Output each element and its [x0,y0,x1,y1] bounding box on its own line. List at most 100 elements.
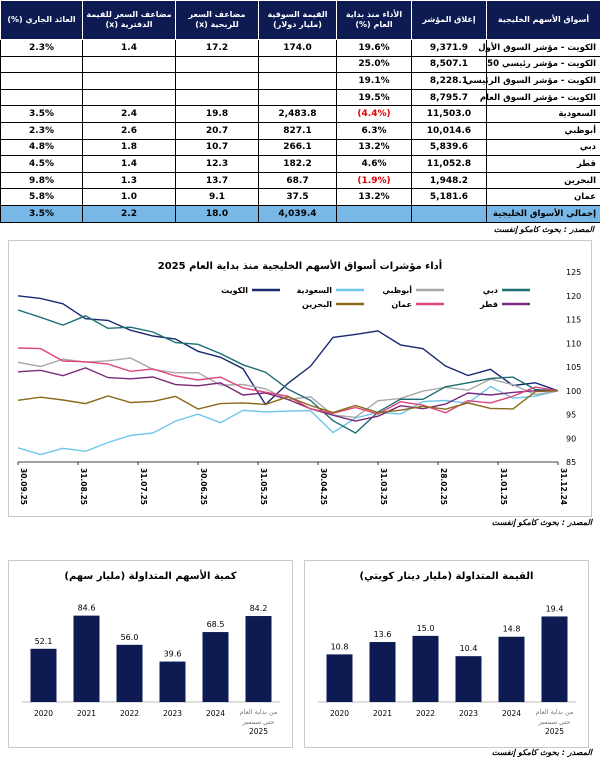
col-header-market: أسواق الأسهم الخليجية [486,0,600,40]
yield-cell [0,88,83,107]
total-close-cell [411,204,487,223]
mcap-cell: 174.0 [258,39,337,57]
pe-cell: 12.3 [175,155,259,173]
close-cell: 8,795.7 [411,88,487,107]
total-pb-cell: 2.2 [82,204,176,223]
close-cell: 8,507.1 [411,55,487,74]
total-pe-cell: 18.0 [175,204,259,223]
pb-cell [82,72,176,90]
close-cell: 5,181.6 [411,188,487,206]
yield-cell: 3.5% [0,105,83,123]
table-row: دبي 5,839.6 13.2% 266.1 10.7 1.8 4.8% [0,138,600,157]
mcap-cell: 2,483.8 [258,105,337,123]
yield-cell: 2.3% [0,121,83,140]
pe-cell: 13.7 [175,171,259,190]
close-cell: 1,948.2 [411,171,487,190]
line-chart-source-note: المصدر : بحوث كامكو إنفست [491,518,592,527]
gcc-markets-table: أسواق الأسهم الخليجية إغلاق المؤشر الأدا… [0,0,600,223]
pb-cell [82,55,176,74]
market-cell: الكويت - مؤشر رئيسي 50 [486,55,600,74]
ytd-cell: 13.2% [336,138,412,157]
yield-cell: 5.8% [0,188,83,206]
table-row: الكويت - مؤشر السوق العام 8,795.7 19.5% [0,88,600,107]
mcap-cell: 68.7 [258,171,337,190]
close-cell: 11,503.0 [411,105,487,123]
table-row: الكويت - مؤشر السوق الأول 9,371.9 19.6% 174… [0,39,600,57]
close-cell: 9,371.9 [411,39,487,57]
table-row: السعودية 11,503.0 (4.4%) 2,483.8 19.8 2.4 3.5% [0,105,600,123]
market-cell: الكويت - مؤشر السوق الأول [478,39,600,57]
pe-cell [175,72,259,90]
mcap-cell: 266.1 [258,138,337,157]
pb-cell: 1.4 [82,155,176,173]
volume-chart-title: كمية الأسهم المتداولة (مليار سهم) [64,571,237,582]
table-total-row: إجمالي الأسواق الخليجية 4,039.4 18.0 2.2 3.5… [0,204,600,223]
total-ytd-cell [336,204,412,223]
pb-cell [82,88,176,107]
value-chart-title: القيمة المتداولة (مليار دينار كويتي) [359,571,534,582]
pb-cell: 1.3 [82,171,176,190]
pe-cell [175,88,259,107]
market-cell: البحرين [486,171,600,190]
total-yield-cell: 3.5% [0,204,83,223]
market-cell: قطر [486,155,600,173]
yield-cell: 4.5% [0,155,83,173]
mcap-cell [258,72,337,90]
col-header-ytd: الأداء منذ بداية العام (%) [336,0,412,40]
line-chart-panel: أداء مؤشرات أسواق الأسهم الخليجية منذ بد… [8,240,592,517]
ytd-cell: 13.2% [336,188,412,206]
close-cell: 10,014.6 [411,121,487,140]
ytd-cell: (1.9%) [336,171,412,190]
ytd-cell: 6.3% [336,121,412,140]
pb-cell: 1.0 [82,188,176,206]
volume-chart-panel: كمية الأسهم المتداولة (مليار سهم) [8,560,293,748]
yield-cell [0,72,83,90]
pb-cell: 1.4 [82,39,176,57]
close-cell: 11,052.8 [411,155,487,173]
table-row: البحرين 1,948.2 (1.9%) 68.7 13.7 1.3 9.8% [0,171,600,190]
col-header-mcap: القيمة السوقية (مليار دولار) [258,0,337,40]
ytd-cell: 25.0% [336,55,412,74]
market-cell: دبي [486,138,600,157]
col-header-pe: مضاعف السعر للربحية (x) [175,0,259,40]
table-row: عمان 5,181.6 13.2% 37.5 9.1 1.0 5.8% [0,188,600,206]
mcap-cell: 37.5 [258,188,337,206]
yield-cell: 9.8% [0,171,83,190]
close-cell: 5,839.6 [411,138,487,157]
pb-cell: 2.4 [82,105,176,123]
ytd-cell: 19.6% [336,39,412,57]
table-row: الكويت - مؤشر رئيسي 50 8,507.1 25.0% [0,55,600,74]
table-source-note: المصدر : بحوث كامكو إنفست [493,225,594,234]
ytd-cell: 4.6% [336,155,412,173]
market-cell: الكويت - مؤشر السوق الرئيسي [465,72,600,90]
pe-cell: 19.8 [175,105,259,123]
pe-cell: 9.1 [175,188,259,206]
col-header-yield: العائد الجاري (%) [0,0,83,40]
yield-cell: 4.8% [0,138,83,157]
mcap-cell: 827.1 [258,121,337,140]
bar-chart-source-note: المصدر : بحوث كامكو إنفست [491,748,592,757]
table-row: قطر 11,052.8 4.6% 182.2 12.3 1.4 4.5% [0,155,600,173]
market-cell: السعودية [486,105,600,123]
pb-cell: 2.6 [82,121,176,140]
table-body: الكويت - مؤشر السوق الأول 9,371.9 19.6% 174… [0,39,600,223]
total-mcap-cell: 4,039.4 [258,204,337,223]
ytd-cell: 19.1% [336,72,412,90]
pe-cell: 17.2 [175,39,259,57]
col-header-close: إغلاق المؤشر [411,0,487,40]
mcap-cell [258,88,337,107]
pe-cell: 10.7 [175,138,259,157]
ytd-cell: 19.5% [336,88,412,107]
total-market-cell: إجمالي الأسواق الخليجية [486,204,600,223]
value-chart-panel: القيمة المتداولة (مليار دينار كويتي) [304,560,589,748]
market-cell: عمان [486,188,600,206]
line-chart-title: أداء مؤشرات أسواق الأسهم الخليجية منذ بد… [157,261,443,272]
table-header-row: أسواق الأسهم الخليجية إغلاق المؤشر الأدا… [0,0,600,40]
table-row: الكويت - مؤشر السوق الرئيسي 8,228.1 19.1% [0,72,600,90]
pb-cell: 1.8 [82,138,176,157]
market-cell: أبوظبي [486,121,600,140]
mcap-cell: 182.2 [258,155,337,173]
table-row: أبوظبي 10,014.6 6.3% 827.1 20.7 2.6 2.3% [0,121,600,140]
col-header-pb: مضاعف السعر للقيمة الدفترية (x) [82,0,176,40]
yield-cell: 2.3% [0,39,83,57]
